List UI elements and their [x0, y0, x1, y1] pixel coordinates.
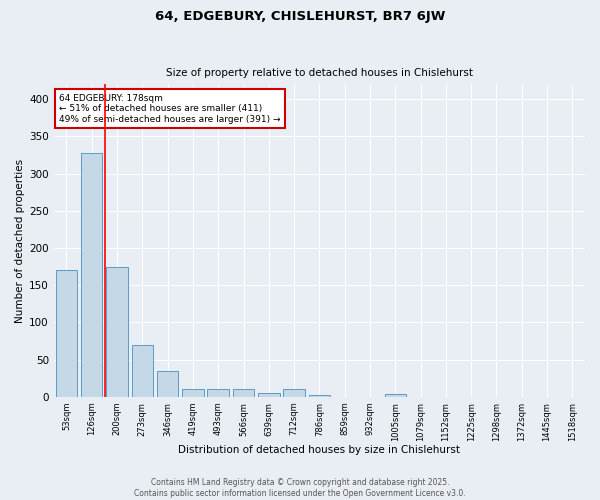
Y-axis label: Number of detached properties: Number of detached properties	[15, 158, 25, 322]
X-axis label: Distribution of detached houses by size in Chislehurst: Distribution of detached houses by size …	[178, 445, 460, 455]
Bar	[283, 390, 305, 397]
Bar	[308, 396, 330, 397]
Bar	[258, 393, 280, 397]
Bar	[157, 371, 178, 397]
Bar	[81, 153, 103, 397]
Text: 64, EDGEBURY, CHISLEHURST, BR7 6JW: 64, EDGEBURY, CHISLEHURST, BR7 6JW	[155, 10, 445, 23]
Bar	[208, 390, 229, 397]
Title: Size of property relative to detached houses in Chislehurst: Size of property relative to detached ho…	[166, 68, 473, 78]
Bar	[385, 394, 406, 397]
Bar	[131, 345, 153, 397]
Text: 64 EDGEBURY: 178sqm
← 51% of detached houses are smaller (411)
49% of semi-detac: 64 EDGEBURY: 178sqm ← 51% of detached ho…	[59, 94, 281, 124]
Bar	[106, 266, 128, 397]
Bar	[233, 390, 254, 397]
Bar	[56, 270, 77, 397]
Text: Contains HM Land Registry data © Crown copyright and database right 2025.
Contai: Contains HM Land Registry data © Crown c…	[134, 478, 466, 498]
Bar	[182, 390, 203, 397]
